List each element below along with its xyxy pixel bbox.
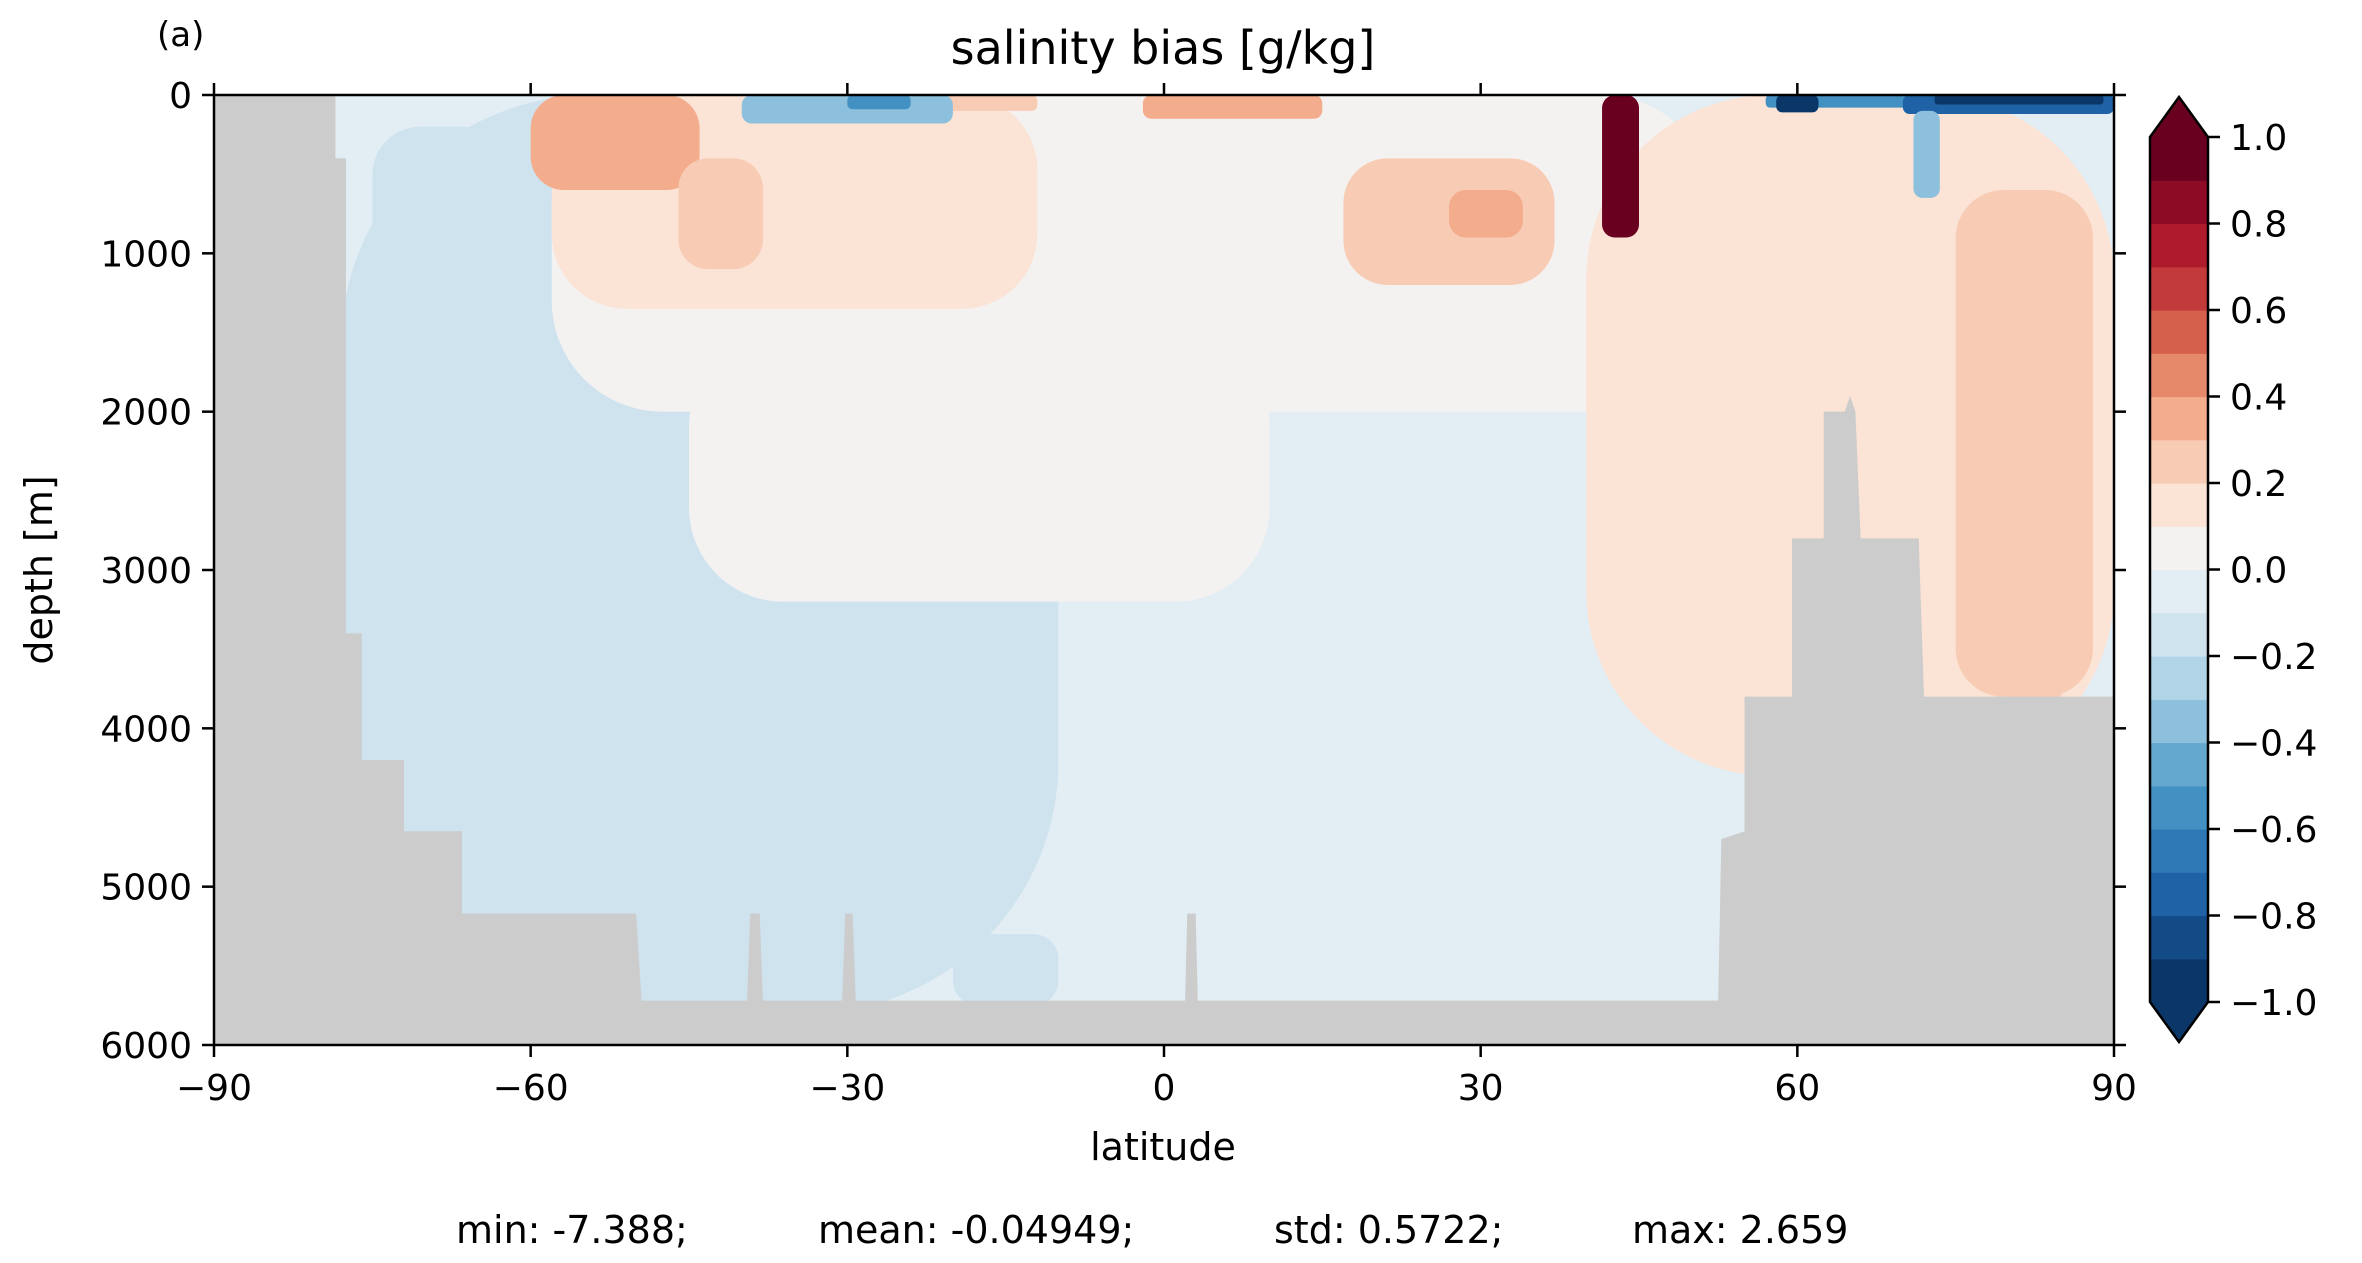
colorbar-bin	[2150, 829, 2208, 873]
field-region	[678, 158, 763, 270]
field-region	[1602, 95, 1639, 238]
field-region	[1776, 95, 1819, 113]
y-tick-label: 2000	[100, 393, 192, 434]
colorbar-bin	[2150, 742, 2208, 787]
colorbar-tick-label: −1.0	[2230, 983, 2317, 1024]
colorbar-tick-label: −0.4	[2230, 724, 2317, 765]
field-region	[1955, 190, 2093, 697]
colorbar-tick-label: −0.2	[2230, 637, 2317, 678]
x-tick-label: −30	[809, 1068, 885, 1109]
x-tick-label: 30	[1458, 1068, 1504, 1109]
y-tick-label: 4000	[100, 709, 192, 750]
field-region	[1142, 95, 1323, 119]
colorbar-bin	[2150, 612, 2208, 657]
colorbar-tick-label: 0.8	[2230, 205, 2287, 246]
colorbar-extend-max	[2150, 97, 2208, 137]
colorbar-bin	[2150, 526, 2208, 571]
plot-area	[214, 95, 2114, 1045]
stats-line: min: -7.388; mean: -0.04949; std: 0.5722…	[456, 1208, 1848, 1252]
field-region	[1343, 158, 1555, 285]
x-tick-label: −90	[176, 1068, 252, 1109]
y-tick-label: 1000	[100, 234, 192, 275]
colorbar-tick-label: 0.4	[2230, 378, 2287, 419]
x-axis-label: latitude	[1090, 1125, 1236, 1169]
colorbar-tick-label: −0.8	[2230, 897, 2317, 938]
colorbar-tick-label: 0.6	[2230, 291, 2287, 332]
colorbar-bin	[2150, 785, 2208, 830]
stats-max: max: 2.659	[1632, 1208, 1848, 1252]
salinity-field	[340, 95, 2114, 1014]
colorbar-bin	[2150, 223, 2208, 268]
colorbar-bin	[2150, 310, 2208, 354]
colorbar-ticks: 1.0 0.8 0.6 0.4 0.2 0.0 −0.2 −0.4 −0.6 −0.8 −1.0	[2208, 118, 2317, 1024]
field-region	[847, 95, 911, 110]
colorbar-bin	[2150, 915, 2208, 960]
y-axis-label: depth [m]	[17, 475, 61, 664]
x-tick-label: −60	[493, 1068, 569, 1109]
field-region	[372, 126, 510, 903]
field-region	[931, 95, 1038, 111]
y-tick-label: 0	[169, 76, 192, 117]
stats-min: min: -7.388;	[456, 1208, 688, 1252]
field-region	[530, 95, 700, 190]
colorbar-bin	[2150, 872, 2208, 917]
colorbar-bin	[2150, 137, 2208, 181]
colorbar-bin	[2150, 958, 2208, 1003]
colorbar-tick-label: 0.2	[2230, 464, 2287, 505]
colorbar-bin	[2150, 656, 2208, 700]
field-region	[952, 934, 1059, 1006]
chart-title: salinity bias [g/kg]	[951, 21, 1376, 75]
field-region	[1449, 190, 1523, 238]
field-region	[689, 332, 1270, 602]
x-tick-label: 0	[1153, 1068, 1176, 1109]
x-tick-label: 60	[1774, 1068, 1820, 1109]
panel-label: (a)	[157, 15, 204, 55]
colorbar-bin	[2150, 439, 2208, 484]
colorbar-bin	[2150, 180, 2208, 225]
colorbar-bin	[2150, 396, 2208, 441]
colorbar-extend-min	[2150, 1002, 2208, 1042]
colorbar-bin	[2150, 483, 2208, 527]
stats-mean: mean: -0.04949;	[818, 1208, 1134, 1252]
colorbar-bin	[2150, 699, 2208, 744]
x-axis: −90 −60 −30 0 30 60 90	[176, 83, 2137, 1109]
field-region	[741, 95, 953, 124]
colorbar	[2148, 94, 2210, 1045]
colorbar-tick-label: 0.0	[2230, 551, 2287, 592]
field-region	[1913, 110, 1940, 198]
colorbar-bin	[2150, 353, 2208, 398]
field-region	[1934, 95, 2104, 105]
x-tick-label: 90	[2091, 1068, 2137, 1109]
y-tick-label: 6000	[100, 1026, 192, 1067]
colorbar-bin	[2150, 569, 2208, 614]
colorbar-bin	[2150, 266, 2208, 311]
stats-std: std: 0.5722;	[1274, 1208, 1503, 1252]
y-tick-label: 5000	[100, 868, 192, 909]
colorbar-tick-label: 1.0	[2230, 118, 2287, 159]
y-tick-label: 3000	[100, 551, 192, 592]
colorbar-tick-label: −0.6	[2230, 810, 2317, 851]
bathymetry-land-mask	[214, 95, 2114, 1045]
y-axis: 0 1000 2000 3000 4000 5000 6000	[100, 76, 2126, 1067]
